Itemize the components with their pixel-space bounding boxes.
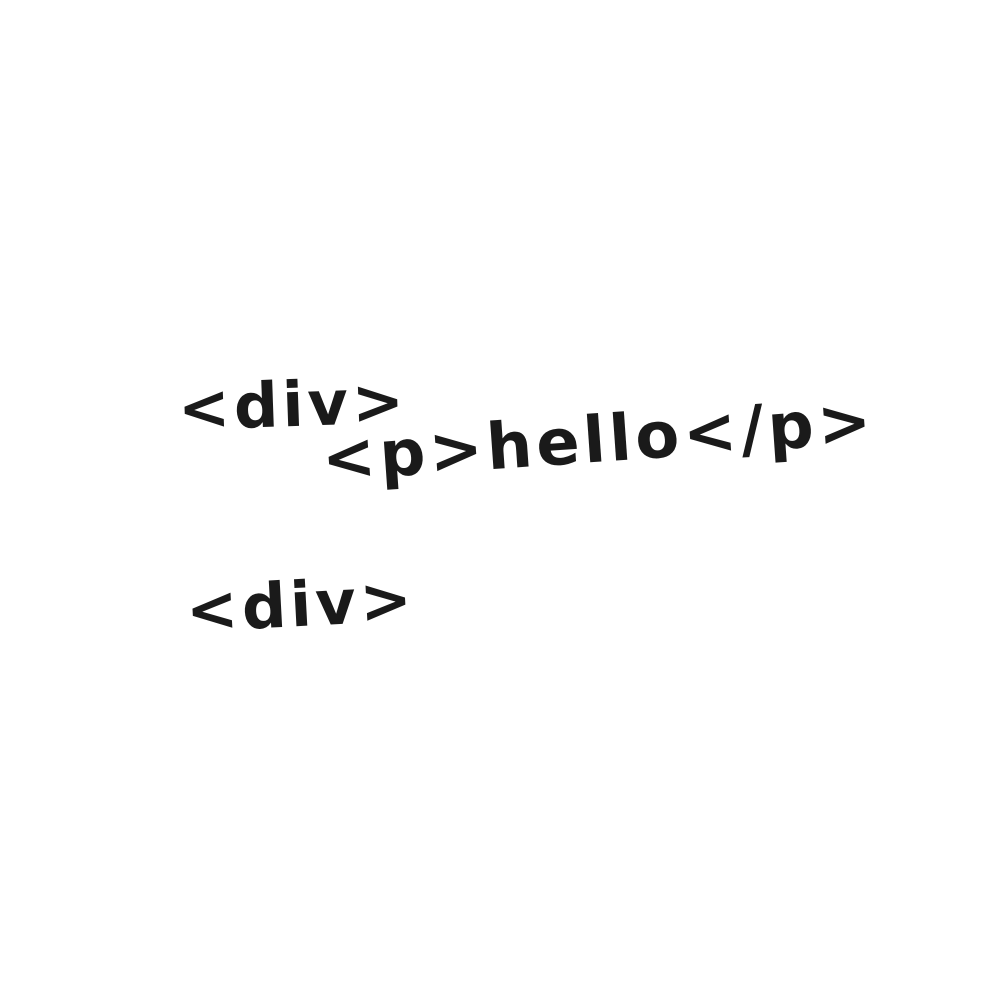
handwritten-closing-div-tag: <div> xyxy=(184,562,418,647)
